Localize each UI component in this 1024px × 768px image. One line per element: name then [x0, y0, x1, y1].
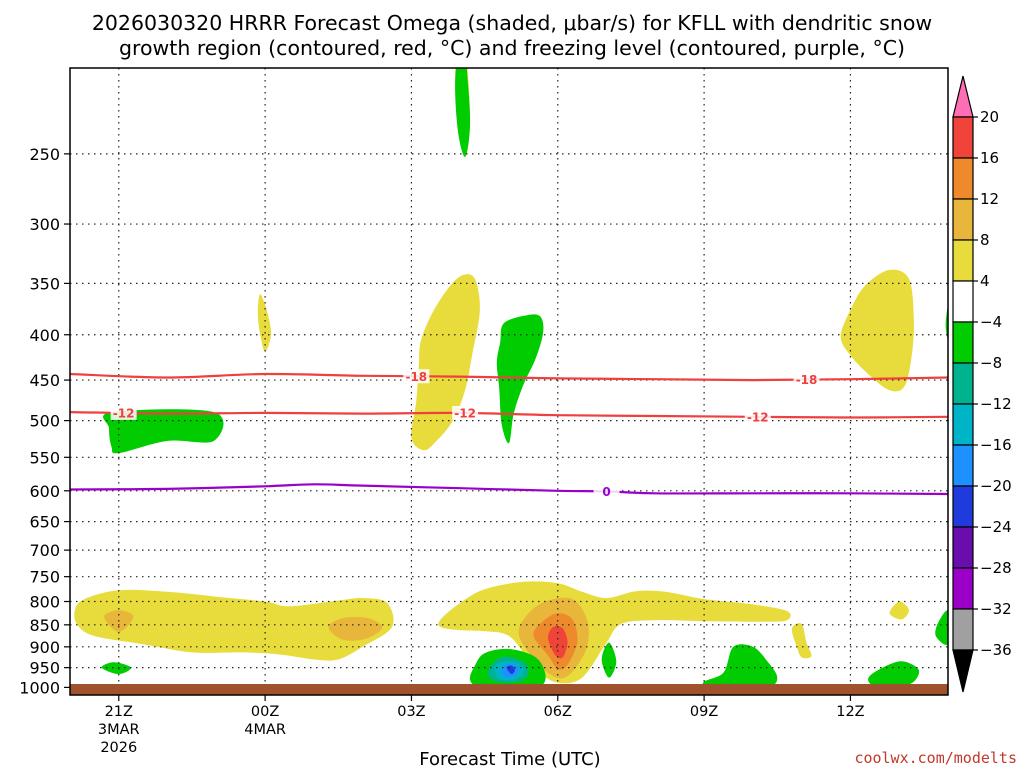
y-tick-label-750: 750 — [29, 568, 60, 587]
freezing-level-label-bg-0 — [593, 484, 620, 499]
dgz-18-label-bg-0 — [403, 369, 430, 384]
y-tick-label-450: 450 — [29, 371, 60, 390]
colorbar-segment-0 — [952, 116, 974, 159]
y-tick-label-1000: 1000 — [19, 678, 60, 697]
colorbar-segment-1 — [952, 157, 974, 200]
y-tick-label-400: 400 — [29, 326, 60, 345]
colorbar-segment-3 — [952, 239, 974, 282]
colorbar-label-13: −36 — [980, 641, 1012, 659]
omega-lt-4-high-0 — [455, 68, 471, 157]
colorbar-label-12: −32 — [980, 600, 1012, 618]
x-tick-label-03Z: 03Z — [397, 704, 425, 720]
omega-gt4-low-15 — [889, 601, 910, 620]
omega-gt4-low-10 — [438, 581, 791, 684]
plot-frame — [69, 67, 949, 696]
colorbar-label-2: 12 — [980, 190, 999, 208]
omega-lt-4-mid-3 — [496, 314, 544, 444]
omega-lt-4-low-16 — [101, 662, 132, 675]
dgz-12-label-1: -12 — [454, 406, 476, 420]
x-tick-date-00Z: 4MAR — [244, 722, 286, 738]
y-tick-label-550: 550 — [29, 448, 60, 467]
omega-gt4-mid-1 — [257, 294, 272, 352]
dgz-12-label-0: -12 — [113, 406, 135, 420]
y-axis: 250 300 350 400 450 500 550 600 650 700 750 800 850 9… — [19, 145, 70, 697]
contour-layer: -18 -18 -12 -12 -12 0 — [69, 369, 949, 499]
x-axis-title: Forecast Time (UTC) — [419, 749, 600, 768]
colorbar-label-7: −12 — [980, 395, 1012, 413]
dgz-18-label-bg-1 — [793, 372, 820, 387]
x-tick-label-21Z: 21Z — [105, 704, 133, 720]
x-tick-date-21Z: 3MAR — [98, 722, 140, 738]
colorbar: 20 16 12 8 4 −4 −8 −12 −16 −20 −24 −28 −32 −36 — [952, 75, 1012, 693]
omega-lt-4-mid-6 — [103, 409, 224, 454]
colorbar-segment-5 — [952, 321, 974, 364]
x-tick-label-09Z: 09Z — [690, 704, 718, 720]
colorbar-segment-9 — [952, 485, 974, 528]
colorbar-segment-11 — [952, 567, 974, 610]
omega-lt-4-low-22 — [601, 642, 617, 678]
colorbar-top-arrow — [952, 75, 974, 118]
dgz-12-label-2: -12 — [747, 410, 769, 424]
chart-title-line2: growth region (contoured, red, °C) and f… — [119, 36, 905, 60]
y-tick-label-350: 350 — [29, 274, 60, 293]
x-tick-label-06Z: 06Z — [544, 704, 572, 720]
x-tick-label-00Z: 00Z — [251, 704, 279, 720]
colorbar-segment-10 — [952, 526, 974, 569]
x-tick-label-12Z: 12Z — [836, 704, 864, 720]
y-tick-label-950: 950 — [29, 659, 60, 678]
source-credit[interactable]: coolwx.com/modelts — [854, 749, 1017, 767]
y-tick-label-800: 800 — [29, 593, 60, 612]
colorbar-segment-7 — [952, 403, 974, 446]
omega-gt4-mid-2 — [411, 274, 480, 451]
y-tick-label-700: 700 — [29, 541, 60, 560]
colorbar-label-6: −8 — [980, 354, 1002, 372]
y-tick-label-250: 250 — [29, 145, 60, 164]
dgz-12-line — [69, 411, 949, 419]
colorbar-label-1: 16 — [980, 149, 999, 167]
colorbar-segment-12 — [952, 608, 974, 651]
colorbar-label-9: −20 — [980, 477, 1012, 495]
omega-lt-4-low-25 — [935, 610, 948, 645]
omega-gt4-low-14 — [791, 623, 812, 659]
colorbar-label-3: 8 — [980, 231, 990, 249]
y-tick-label-300: 300 — [29, 215, 60, 234]
omega-gt8-low-9 — [328, 616, 383, 641]
x-tick-year-21Z: 2026 — [100, 740, 137, 756]
colorbar-segment-8 — [952, 444, 974, 487]
omega-gt16-low-13 — [547, 626, 568, 659]
y-tick-label-900: 900 — [29, 638, 60, 657]
colorbar-label-11: −28 — [980, 559, 1012, 577]
y-tick-label-600: 600 — [29, 482, 60, 501]
omega-gt4-mid-4 — [840, 269, 914, 392]
dgz-12-label-bg-0 — [110, 405, 137, 420]
omega-lt-4-low-24 — [868, 661, 920, 684]
colorbar-segment-2 — [952, 198, 974, 241]
colorbar-label-4: 4 — [980, 272, 990, 290]
omega-gt4-low-7 — [74, 589, 394, 661]
colorbar-bottom-arrow — [952, 649, 974, 693]
colorbar-label-0: 20 — [980, 108, 999, 126]
freezing-level-line — [69, 483, 949, 496]
colorbar-label-5: −4 — [980, 313, 1002, 331]
y-tick-label-650: 650 — [29, 513, 60, 532]
colorbar-segment-6 — [952, 362, 974, 405]
y-tick-label-500: 500 — [29, 412, 60, 431]
chart-title-line1: 2026030320 HRRR Forecast Omega (shaded, … — [92, 11, 932, 35]
colorbar-segment-4 — [952, 280, 974, 323]
colorbar-label-8: −16 — [980, 436, 1012, 454]
y-tick-label-850: 850 — [29, 616, 60, 635]
omega-lt-4-low-23 — [702, 644, 778, 684]
dgz-12-label-bg-2 — [744, 409, 771, 424]
freezing-level-label-0: 0 — [602, 485, 610, 499]
dgz-18-label-0: -18 — [405, 370, 427, 384]
colorbar-label-10: −24 — [980, 518, 1012, 536]
x-axis: 21Z 3MAR 2026 00Z 4MAR 03Z 06Z 09Z 12Z — [98, 695, 865, 756]
terrain-bar — [70, 684, 948, 695]
dgz-12-label-bg-1 — [452, 405, 479, 420]
omega-shading-layer — [74, 68, 948, 684]
dgz-18-label-1: -18 — [796, 373, 818, 387]
